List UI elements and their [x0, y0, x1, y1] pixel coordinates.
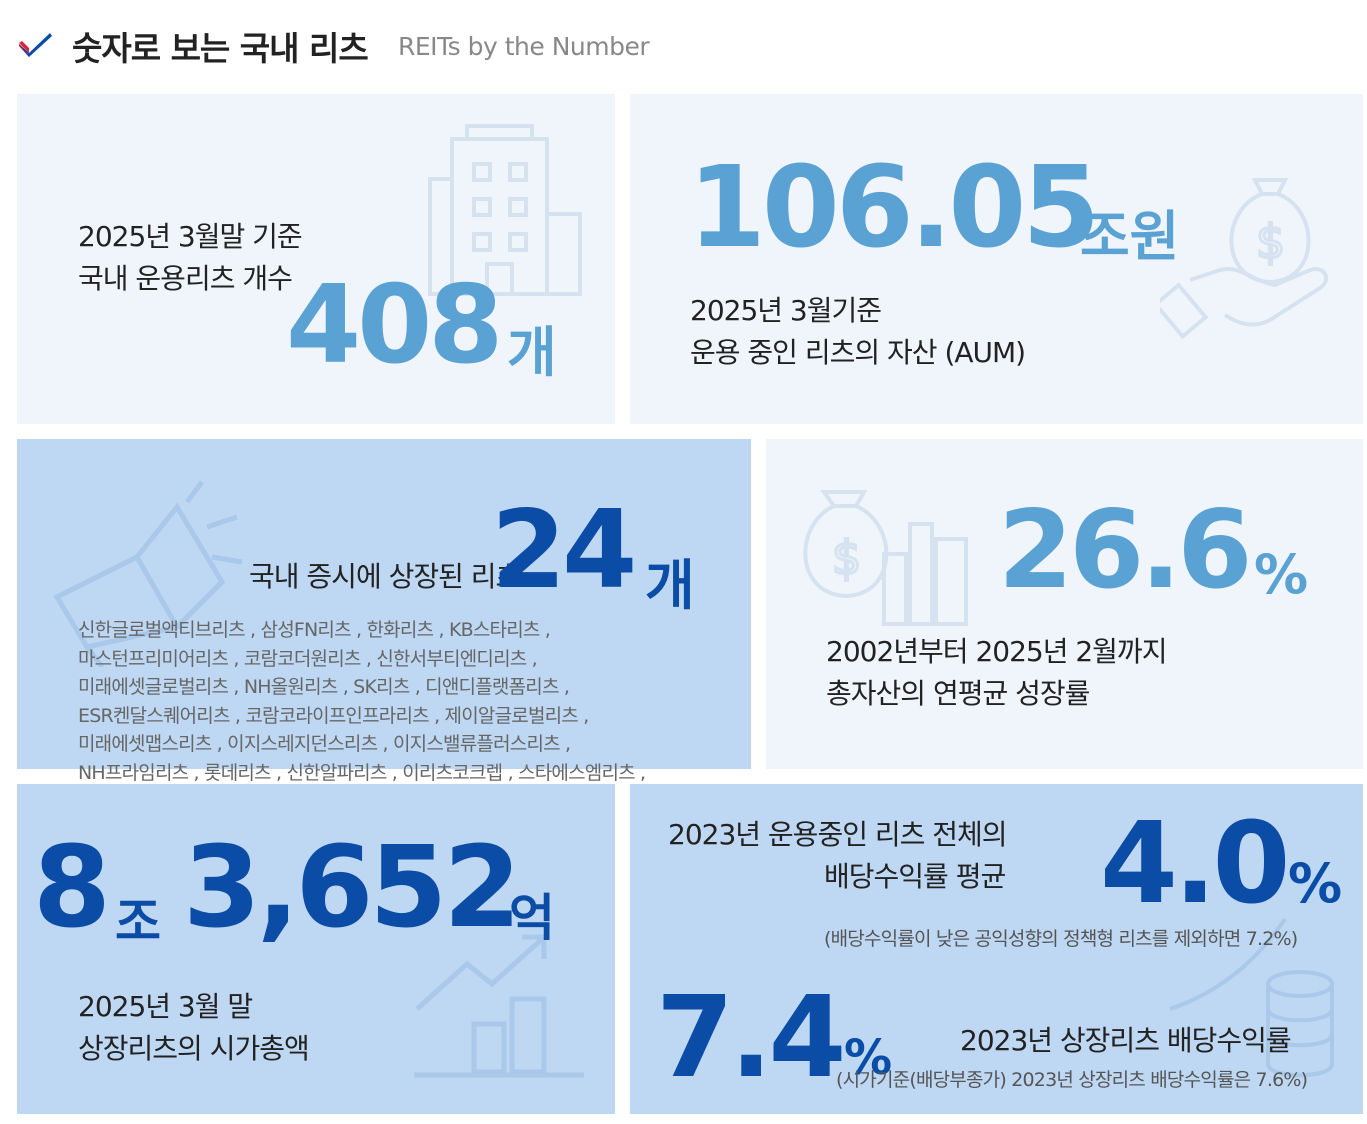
- label-line1: 2025년 3월기준: [690, 294, 882, 327]
- money-hand-icon: $: [1160, 170, 1335, 345]
- label-line2: 상장리츠의 시가총액: [78, 1032, 310, 1065]
- label-line2: 운용 중인 리츠의 자산 (AUM): [690, 336, 1026, 369]
- megaphone-icon: [47, 477, 247, 667]
- reit-count-unit: 개: [507, 321, 557, 384]
- card-listed-reits: 국내 증시에 상장된 리츠 24 개 신한글로벌액티브리츠 , 삼성FN리츠 ,…: [17, 439, 751, 784]
- svg-text:$: $: [832, 531, 861, 585]
- dividend-avg-note: (배당수익률이 낮은 공익성향의 정책형 리츠를 제외하면 7.2%): [824, 928, 1298, 950]
- listed-dividend-label: 2023년 상장리츠 배당수익률: [960, 1024, 1292, 1057]
- label-line1: 2025년 3월말 기준: [78, 220, 303, 253]
- list-item: 신한글로벌액티브리츠 , 삼성FN리츠 , 한화리츠 , KB스타리츠 ,: [78, 619, 551, 641]
- label-line1: 2023년 운용중인 리츠 전체의: [668, 818, 1008, 851]
- listed-dividend-unit: %: [844, 1030, 893, 1086]
- growth-unit: %: [1254, 543, 1309, 606]
- listed-unit: 개: [645, 554, 695, 617]
- label-line1: 2025년 3월 말: [78, 990, 253, 1023]
- card-dividend-yield: 2023년 운용중인 리츠 전체의 배당수익률 평균 4.0 % (배당수익률이…: [630, 784, 1363, 1114]
- list-item: NH프라임리츠 , 롯데리츠 , 신한알파리츠 , 이리츠코크렙 , 스타에스엠…: [78, 761, 646, 784]
- listed-label: 국내 증시에 상장된 리츠: [249, 560, 521, 593]
- list-item: 마스턴프리미어리츠 , 코람코더원리츠 , 신한서부티엔디리츠 ,: [78, 647, 538, 670]
- card-reit-count: 2025년 3월말 기준 국내 운용리츠 개수 408 개: [17, 94, 615, 424]
- list-item: 미래에셋글로벌리츠 , NH올원리츠 , SK리츠 , 디앤디플랫폼리츠 ,: [78, 676, 570, 699]
- listed-dividend-value: 7.4: [656, 973, 846, 1103]
- label-line1: 2002년부터 2025년 2월까지: [826, 635, 1167, 668]
- coins-icon: [1165, 914, 1345, 1084]
- dividend-avg-unit: %: [1288, 852, 1343, 915]
- check-icon: [17, 30, 53, 62]
- aum-unit: 조원: [1080, 205, 1180, 268]
- building-icon: [412, 124, 587, 299]
- label-line2: 배당수익률 평균: [824, 860, 1006, 893]
- listed-value: 24: [491, 488, 637, 613]
- growth-chart-icon: [412, 929, 587, 1079]
- market-cap-trillion-value: 8: [33, 823, 111, 953]
- card-aum: $ 106.05 조원 2025년 3월기준 운용 중인 리츠의 자산 (AUM…: [630, 94, 1363, 424]
- aum-value: 106.05: [688, 143, 1100, 273]
- market-cap-billion-value: 3,652: [183, 823, 521, 953]
- label-line2: 총자산의 연평균 성장률: [826, 677, 1090, 710]
- page-title: 숫자로 보는 국내 리츠: [72, 29, 369, 68]
- card-market-cap: 8 조 3,652 억 2025년 3월 말 상장리츠의 시가총액: [17, 784, 615, 1114]
- market-cap-billion-unit: 억: [509, 889, 555, 947]
- listed-dividend-note: (시가기준(배당부종가) 2023년 상장리츠 배당수익률은 7.6%): [836, 1069, 1308, 1091]
- list-item: ESR켄달스퀘어리츠 , 코람코라이프인프라리츠 , 제이알글로벌리츠 ,: [78, 704, 589, 727]
- label-line2: 국내 운용리츠 개수: [78, 262, 293, 295]
- card-growth-rate: $ 26.6 % 2002년부터 2025년 2월까지 총자산의 연평균 성장률: [766, 439, 1363, 769]
- page-subtitle: REITs by the Number: [398, 32, 650, 61]
- money-chart-icon: $: [794, 484, 974, 634]
- svg-text:$: $: [1256, 215, 1285, 269]
- growth-value: 26.6: [998, 488, 1252, 613]
- list-item: 미래에셋맵스리츠 , 이지스레지던스리츠 , 이지스밸류플러스리츠 ,: [78, 733, 571, 756]
- market-cap-trillion-unit: 조: [115, 893, 161, 951]
- listed-reits-list: 신한글로벌액티브리츠 , 삼성FN리츠 , 한화리츠 , KB스타리츠 , 마스…: [78, 616, 646, 788]
- reit-count-value: 408: [286, 263, 503, 388]
- dividend-avg-value: 4.0: [1100, 799, 1290, 929]
